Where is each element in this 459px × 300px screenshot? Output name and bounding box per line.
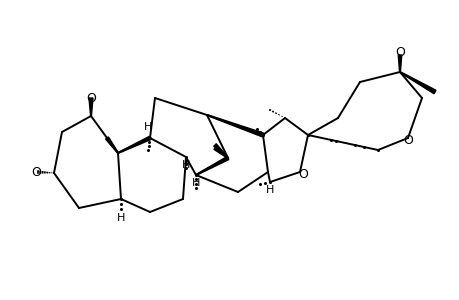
Polygon shape [399, 72, 435, 94]
Polygon shape [196, 157, 228, 175]
Text: H: H [117, 213, 125, 223]
Polygon shape [397, 55, 401, 72]
Text: H: H [265, 185, 274, 195]
Text: O: O [394, 46, 404, 59]
Polygon shape [213, 147, 228, 158]
Polygon shape [207, 115, 263, 137]
Polygon shape [118, 136, 151, 153]
Text: O: O [402, 134, 412, 146]
Polygon shape [106, 137, 118, 153]
Text: H: H [191, 178, 200, 188]
Text: O: O [297, 169, 307, 182]
Polygon shape [89, 98, 93, 116]
Polygon shape [213, 144, 228, 158]
Text: O: O [31, 166, 41, 178]
Text: O: O [86, 92, 96, 104]
Text: H: H [144, 122, 152, 132]
Text: H: H [181, 160, 190, 170]
